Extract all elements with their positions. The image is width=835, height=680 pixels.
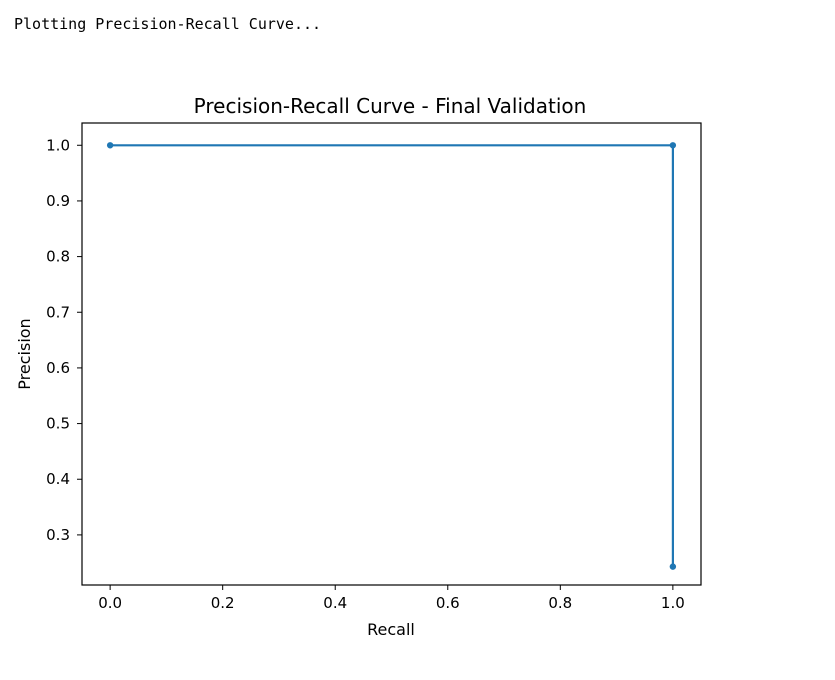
axes-frame [81, 122, 702, 586]
y-axis-label: Precision [15, 318, 34, 389]
y-axis-ticks: 0.3 0.4 0.5 0.6 0.7 0.8 0.9 1.0 [46, 136, 82, 544]
chart-title: Precision-Recall Curve - Final Validatio… [194, 94, 587, 118]
x-axis-ticks: 0.0 0.2 0.4 0.6 0.8 1.0 [98, 585, 685, 612]
precision-recall-chart: Precision-Recall Curve - Final Validatio… [15, 94, 702, 639]
data-point [669, 142, 677, 149]
y-tick-label: 0.4 [46, 470, 70, 488]
y-tick-label: 1.0 [46, 136, 70, 154]
data-point [106, 142, 114, 149]
y-tick-label: 0.8 [46, 248, 70, 266]
y-tick-label: 0.6 [46, 359, 70, 377]
x-axis-label: Recall [367, 620, 415, 639]
x-tick-label: 0.6 [436, 594, 460, 612]
console-output: Plotting Precision-Recall Curve... [14, 15, 322, 33]
series-group [106, 142, 677, 570]
x-tick-label: 1.0 [661, 594, 685, 612]
x-tick-label: 0.0 [98, 594, 122, 612]
precision-recall-figure: Precision-Recall Curve - Final Validatio… [0, 70, 835, 680]
x-tick-label: 0.8 [548, 594, 572, 612]
y-tick-label: 0.9 [46, 192, 70, 210]
x-tick-label: 0.4 [323, 594, 347, 612]
y-tick-label: 0.7 [46, 303, 70, 321]
y-tick-label: 0.5 [46, 415, 70, 433]
y-tick-label: 0.3 [46, 526, 70, 544]
data-point [669, 563, 677, 570]
x-tick-label: 0.2 [211, 594, 235, 612]
series-line [110, 144, 675, 567]
